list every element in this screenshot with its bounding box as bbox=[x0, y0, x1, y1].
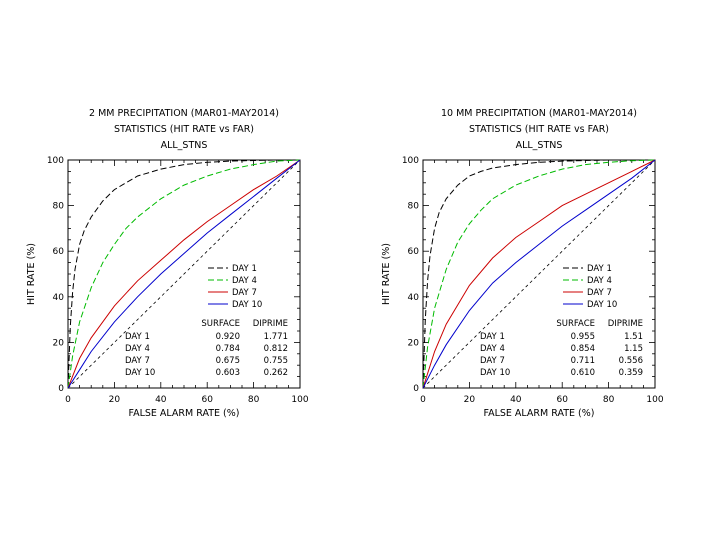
x-tick-label: 100 bbox=[646, 395, 663, 405]
y-tick-label: 0 bbox=[413, 384, 419, 394]
table-row-label: DAY 4 bbox=[480, 344, 505, 354]
chart-title: 10 MM PRECIPITATION (MAR01-MAY2014) bbox=[441, 108, 637, 119]
table-cell-diprime: 0.556 bbox=[619, 356, 643, 366]
no-skill-diagonal bbox=[422, 159, 656, 389]
table-row-label: DAY 7 bbox=[125, 356, 150, 366]
y-tick-label: 20 bbox=[408, 338, 420, 348]
y-tick-label: 60 bbox=[408, 247, 420, 257]
table-cell-diprime: 0.812 bbox=[264, 344, 288, 354]
table-cell-diprime: 0.262 bbox=[264, 368, 288, 378]
table-header-diprime: DIPRIME bbox=[253, 319, 288, 329]
series-line-day-7 bbox=[67, 159, 301, 389]
y-tick-label: 40 bbox=[53, 293, 65, 303]
table-row-label: DAY 4 bbox=[125, 344, 150, 354]
y-tick-label: 100 bbox=[402, 156, 419, 166]
y-tick-label: 40 bbox=[408, 293, 420, 303]
roc-chart-2mm: 2 MM PRECIPITATION (MAR01-MAY2014) STATIS… bbox=[26, 108, 309, 419]
table-row-label: DAY 1 bbox=[125, 332, 150, 342]
x-tick-label: 80 bbox=[603, 395, 615, 405]
table-header-surface: SURFACE bbox=[556, 319, 595, 329]
table-cell-diprime: 1.51 bbox=[624, 332, 643, 342]
table-row-label: DAY 10 bbox=[125, 368, 155, 378]
y-tick-label: 80 bbox=[408, 202, 420, 212]
no-skill-diagonal bbox=[67, 159, 301, 389]
table-cell-surface: 0.711 bbox=[571, 356, 595, 366]
roc-panel-2mm: 2 MM PRECIPITATION (MAR01-MAY2014) STATIS… bbox=[20, 100, 350, 430]
x-tick-label: 80 bbox=[248, 395, 260, 405]
series-line-day-1 bbox=[67, 159, 300, 389]
y-tick-label: 0 bbox=[58, 384, 64, 394]
legend-label: DAY 4 bbox=[232, 276, 257, 286]
table-header-diprime: DIPRIME bbox=[608, 319, 643, 329]
table-header-surface: SURFACE bbox=[201, 319, 240, 329]
x-tick-label: 100 bbox=[291, 395, 308, 405]
table-cell-diprime: 1.771 bbox=[264, 332, 288, 342]
table-cell-surface: 0.854 bbox=[571, 344, 595, 354]
table-cell-diprime: 0.359 bbox=[619, 368, 643, 378]
y-tick-label: 80 bbox=[53, 202, 65, 212]
x-tick-label: 60 bbox=[201, 395, 213, 405]
y-axis-label: HIT RATE (%) bbox=[26, 243, 37, 305]
series-line-day-10 bbox=[422, 159, 656, 389]
chart-subtitle: STATISTICS (HIT RATE vs FAR) bbox=[469, 124, 609, 135]
x-tick-label: 0 bbox=[65, 395, 71, 405]
series-line-day-1 bbox=[422, 159, 655, 389]
legend-label: DAY 7 bbox=[587, 288, 612, 298]
table-cell-surface: 0.955 bbox=[571, 332, 595, 342]
chart-subtitle-stations: ALL_STNS bbox=[161, 140, 208, 151]
table-cell-diprime: 0.755 bbox=[264, 356, 288, 366]
x-tick-label: 20 bbox=[109, 395, 121, 405]
y-axis-label: HIT RATE (%) bbox=[381, 243, 392, 305]
chart-subtitle: STATISTICS (HIT RATE vs FAR) bbox=[114, 124, 254, 135]
x-axis-label: FALSE ALARM RATE (%) bbox=[483, 408, 594, 419]
x-tick-label: 40 bbox=[510, 395, 522, 405]
roc-chart-10mm: 10 MM PRECIPITATION (MAR01-MAY2014) STATI… bbox=[381, 108, 664, 419]
legend-label: DAY 7 bbox=[232, 288, 257, 298]
table-row-label: DAY 7 bbox=[480, 356, 505, 366]
series-line-day-4 bbox=[67, 159, 301, 389]
table-row-label: DAY 1 bbox=[480, 332, 505, 342]
table-cell-surface: 0.603 bbox=[216, 368, 240, 378]
legend-label: DAY 4 bbox=[587, 276, 612, 286]
table-cell-surface: 0.784 bbox=[216, 344, 240, 354]
legend-label: DAY 10 bbox=[587, 300, 617, 310]
series-line-day-10 bbox=[67, 159, 301, 389]
legend-label: DAY 1 bbox=[232, 264, 257, 274]
table-cell-surface: 0.610 bbox=[571, 368, 595, 378]
table-row-label: DAY 10 bbox=[480, 368, 510, 378]
roc-panel-10mm: 10 MM PRECIPITATION (MAR01-MAY2014) STATI… bbox=[375, 100, 705, 430]
table-cell-surface: 0.675 bbox=[216, 356, 240, 366]
x-tick-label: 0 bbox=[420, 395, 426, 405]
x-tick-label: 20 bbox=[464, 395, 476, 405]
table-cell-diprime: 1.15 bbox=[624, 344, 643, 354]
x-tick-label: 40 bbox=[155, 395, 167, 405]
x-axis-label: FALSE ALARM RATE (%) bbox=[128, 408, 239, 419]
y-tick-label: 60 bbox=[53, 247, 65, 257]
x-tick-label: 60 bbox=[556, 395, 568, 405]
legend-label: DAY 1 bbox=[587, 264, 612, 274]
table-cell-surface: 0.920 bbox=[216, 332, 240, 342]
legend-label: DAY 10 bbox=[232, 300, 262, 310]
series-line-day-4 bbox=[422, 159, 656, 389]
chart-title: 2 MM PRECIPITATION (MAR01-MAY2014) bbox=[89, 108, 279, 119]
y-tick-label: 20 bbox=[53, 338, 65, 348]
series-line-day-7 bbox=[422, 159, 656, 389]
y-tick-label: 100 bbox=[47, 156, 64, 166]
chart-subtitle-stations: ALL_STNS bbox=[516, 140, 563, 151]
